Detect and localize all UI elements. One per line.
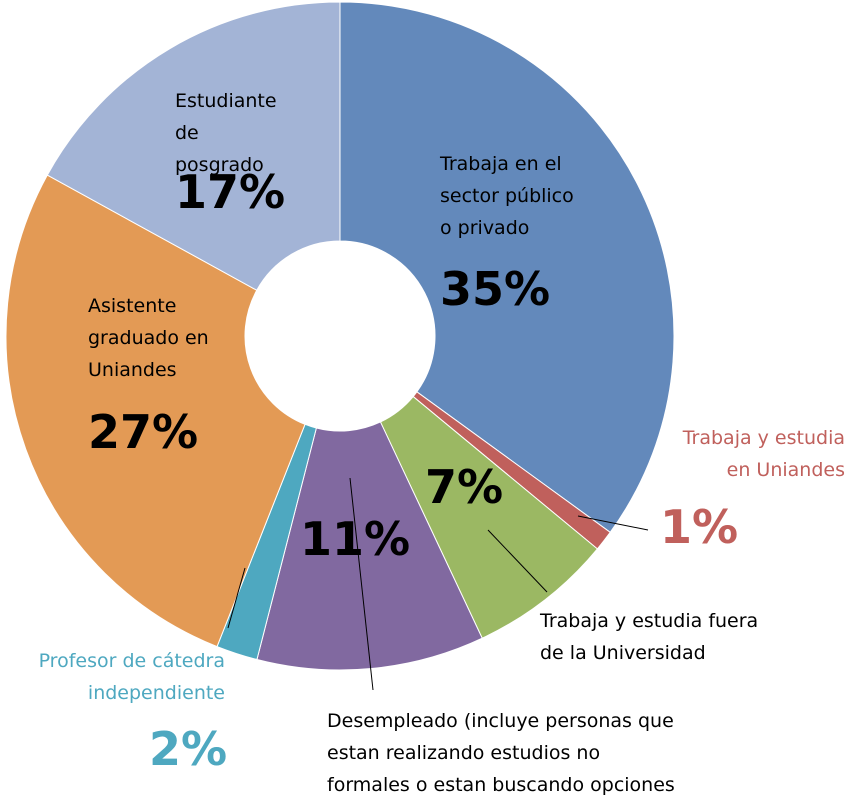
slice-label: Desempleado (incluye personas que estan r… [327,710,675,798]
value-label: 7% [425,460,503,514]
slice [256,421,483,671]
value-label: 27% [88,405,198,459]
slice-label: Trabaja y estudia fuera de la Universidad [539,610,758,664]
slice-label: Asistente graduado en Uniandes [88,295,209,381]
leader-line [487,529,548,593]
slice-label: Trabaja y estudia en Uniandes [682,427,845,481]
value-label: 35% [440,262,550,316]
slice-label: Trabaja en el sector público o privado [439,153,574,239]
slice-label: Estudiante de posgrado [175,90,277,176]
leader-line [227,567,246,629]
value-label: 1% [660,500,738,554]
slice [339,1,675,534]
slice [5,174,306,648]
value-label: 2% [149,722,227,776]
leader-line [349,477,374,691]
leader-line [577,515,649,531]
value-label: 17% [175,165,285,219]
slice-label: Profesor de cátedra independiente [39,650,225,704]
value-label: 11% [300,512,410,566]
slice [46,1,341,291]
